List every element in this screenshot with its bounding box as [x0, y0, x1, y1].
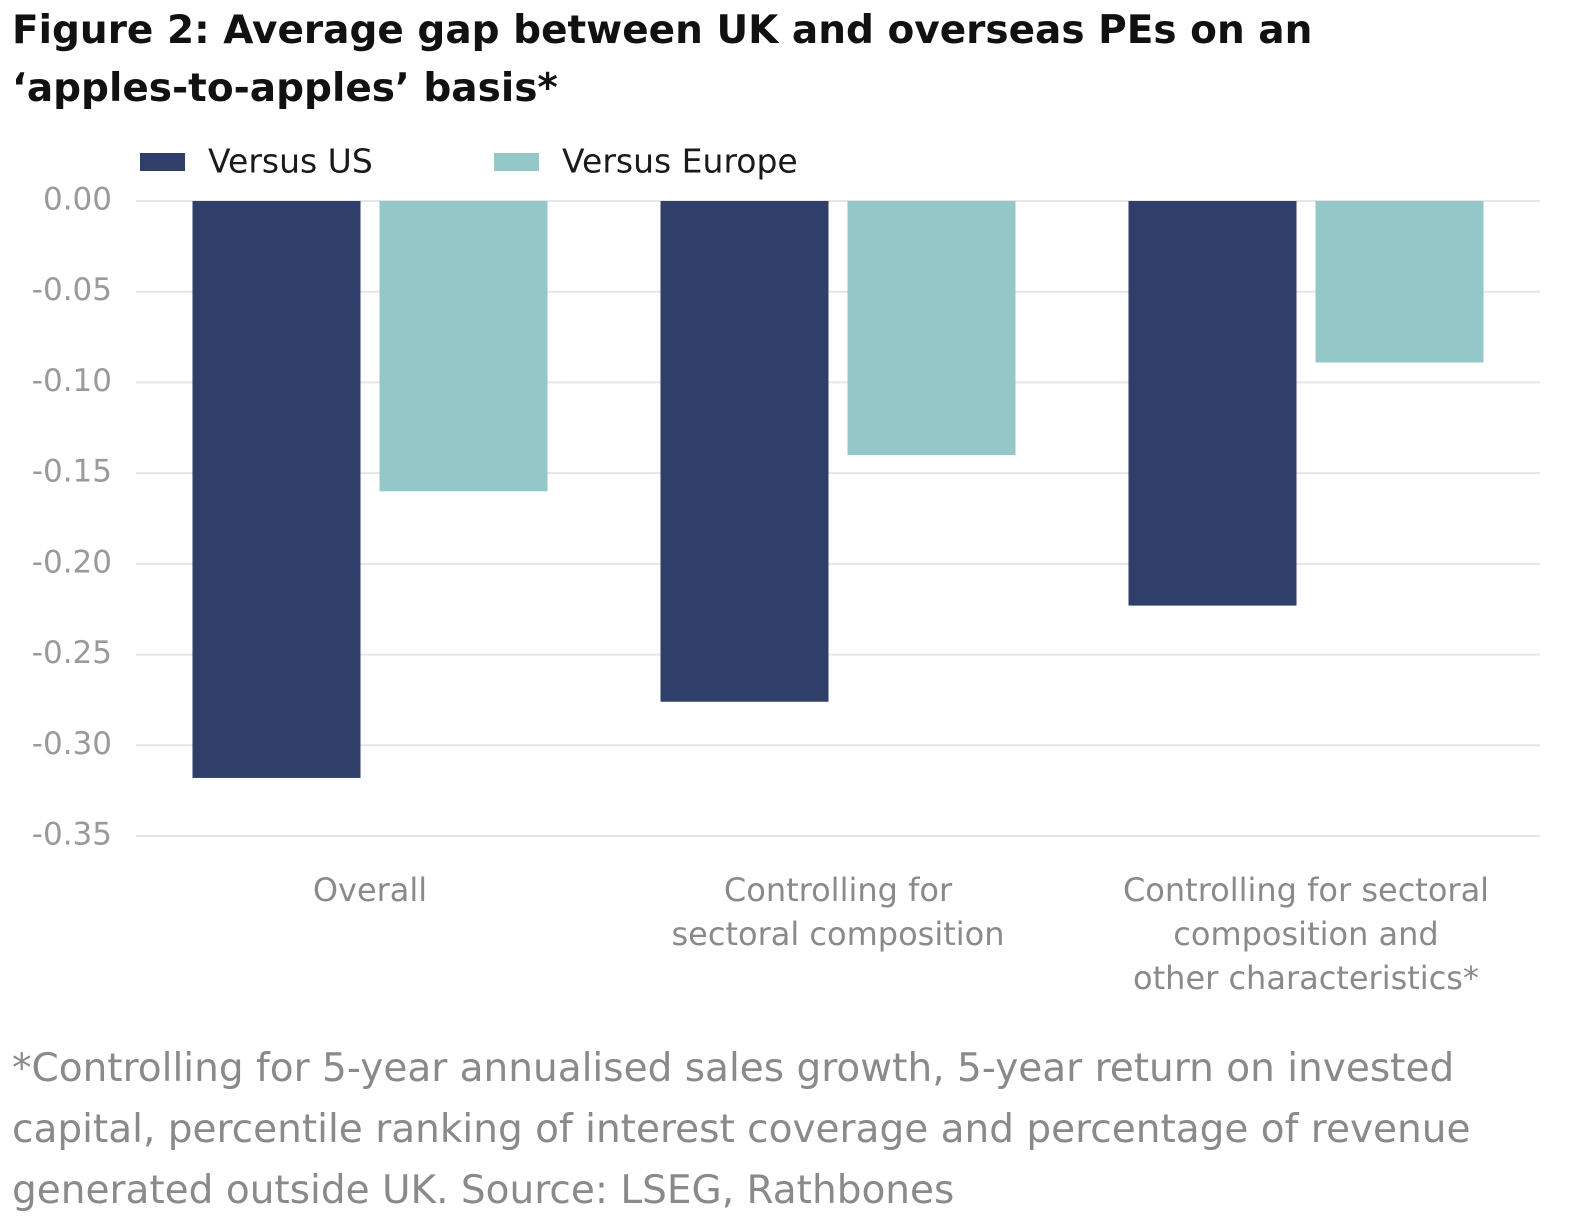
footnote: *Controlling for 5-year annualised sales…	[12, 1046, 1470, 1213]
y-tick-label: -0.25	[32, 635, 112, 671]
chart-title: Figure 2: Average gap between UK and ove…	[12, 8, 1312, 111]
x-tick-label: Controlling for sectoral composition and o…	[1123, 871, 1489, 997]
x-tick-label: Controlling for sectoral composition	[672, 871, 1005, 953]
y-tick-label: 0.00	[43, 182, 112, 218]
y-tick-label: -0.15	[32, 454, 112, 490]
legend-swatch	[140, 153, 185, 171]
y-tick-label: -0.20	[32, 544, 112, 580]
y-tick-label: -0.05	[32, 272, 112, 308]
bar	[1128, 201, 1297, 606]
y-tick-label: -0.10	[32, 363, 112, 399]
x-tick-label: Overall	[313, 871, 427, 909]
bar	[660, 201, 829, 702]
legend-label: Versus Europe	[562, 142, 798, 181]
bar	[847, 201, 1016, 455]
legend-swatch	[494, 153, 539, 171]
bar	[1315, 201, 1484, 363]
bar	[192, 201, 361, 778]
bar	[379, 201, 548, 492]
y-tick-label: -0.35	[32, 817, 112, 853]
legend-label: Versus US	[208, 142, 373, 181]
y-tick-label: -0.30	[32, 726, 112, 762]
